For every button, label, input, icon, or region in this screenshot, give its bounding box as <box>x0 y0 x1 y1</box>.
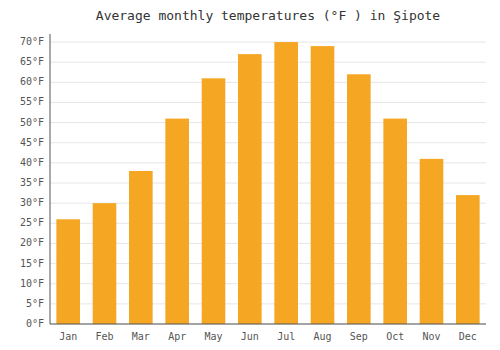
grid-line <box>50 82 486 83</box>
bar <box>93 203 117 324</box>
y-tick-label: 10°F <box>20 278 44 289</box>
y-tick-label: 15°F <box>20 258 44 269</box>
grid-line <box>50 42 486 43</box>
bar <box>274 42 298 324</box>
bar <box>456 195 480 324</box>
x-tick-label: Feb <box>95 331 113 342</box>
bars <box>56 42 479 324</box>
bar <box>56 219 80 324</box>
bar <box>238 54 262 324</box>
x-tick-label: Jan <box>59 331 77 342</box>
x-tick-label: Apr <box>168 331 186 342</box>
title: Average monthly temperatures (°F ) in Şi… <box>96 8 441 23</box>
x-axis-line <box>50 324 486 325</box>
x-tick-label: Jul <box>277 331 295 342</box>
grid-line <box>50 62 486 63</box>
y-tick-label: 20°F <box>20 237 44 248</box>
x-tick-label: Mar <box>132 331 150 342</box>
y-tick-label: 50°F <box>20 117 44 128</box>
y-tick-label: 35°F <box>20 177 44 188</box>
y-tick-labels: 0°F 5°F 10°F 15°F 20°F 25°F 30°F 35°F 40°F 45°F 50… <box>20 36 44 329</box>
bar <box>311 46 335 324</box>
y-tick-label: 25°F <box>20 217 44 228</box>
x-tick-label: Dec <box>459 331 477 342</box>
y-tick-label: 65°F <box>20 56 44 67</box>
bar <box>420 159 444 324</box>
x-tick-labels: Jan Feb Mar Apr May Jun Jul Aug Sep Oct Nov Dec <box>59 331 477 342</box>
y-tick-label: 5°F <box>26 298 44 309</box>
grid-line <box>50 142 486 143</box>
grid-line <box>50 102 486 103</box>
x-tick-label: May <box>204 331 222 342</box>
bar <box>165 119 189 324</box>
y-axis-line <box>50 34 51 324</box>
chart-container: Average monthly temperatures (°F ) in Şi… <box>0 0 500 350</box>
page: {"chart_data": {"type": "bar", "title": … <box>0 0 500 350</box>
bar <box>202 78 226 324</box>
y-tick-label: 70°F <box>20 36 44 47</box>
grid-line <box>50 122 486 123</box>
x-tick-label: Nov <box>422 331 440 342</box>
bar <box>129 171 153 324</box>
x-tick-label: Jun <box>241 331 259 342</box>
y-tick-label: 60°F <box>20 76 44 87</box>
bar <box>383 119 407 324</box>
x-tick-label: Sep <box>350 331 368 342</box>
y-tick-label: 0°F <box>26 318 44 329</box>
y-tick-label: 30°F <box>20 197 44 208</box>
bar <box>347 74 371 324</box>
x-tick-label: Oct <box>386 331 404 342</box>
grid-line <box>50 324 486 325</box>
x-tick-label: Aug <box>313 331 331 342</box>
y-tick-label: 45°F <box>20 137 44 148</box>
grid <box>50 42 486 324</box>
chart: Average monthly temperatures (°F ) in Şi… <box>0 0 500 350</box>
y-tick-label: 40°F <box>20 157 44 168</box>
y-tick-label: 55°F <box>20 96 44 107</box>
